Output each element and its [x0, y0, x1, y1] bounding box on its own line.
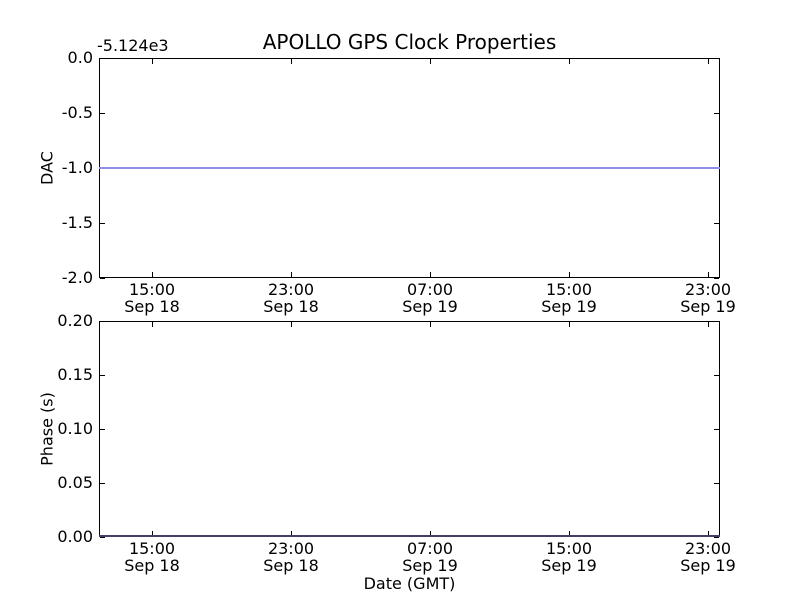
x-tick-label-date: Sep 18 [124, 297, 180, 316]
y-tick-mark [100, 113, 105, 114]
x-tick-label-date: Sep 19 [541, 556, 597, 575]
x-tick-label-date: Sep 18 [124, 556, 180, 575]
y-tick-label: 0.0 [67, 48, 93, 67]
x-tick-mark [569, 531, 570, 536]
x-tick-mark [708, 322, 709, 327]
x-tick-label-time: 23:00 [267, 280, 315, 299]
chart-title: APOLLO GPS Clock Properties [262, 30, 557, 54]
dac-series-line [99, 167, 720, 169]
y-tick-mark [100, 537, 105, 538]
y-tick-label: 0.00 [57, 527, 93, 546]
y-tick-label: -2.0 [61, 268, 93, 287]
x-tick-mark [152, 531, 153, 536]
y-tick-label: -1.5 [61, 213, 93, 232]
x-tick-mark [708, 59, 709, 64]
x-tick-mark [430, 272, 431, 277]
phase-plot-area [99, 321, 720, 537]
x-tick-mark [708, 272, 709, 277]
x-tick-label-date: Sep 19 [402, 297, 458, 316]
y-tick-mark [100, 429, 105, 430]
y-axis-offset-text: -5.124e3 [97, 36, 169, 55]
x-tick-label-date: Sep 19 [680, 556, 736, 575]
y-tick-mark [714, 483, 719, 484]
x-tick-label-time: 23:00 [267, 539, 315, 558]
y-tick-label: 0.20 [57, 311, 93, 330]
x-tick-mark [430, 322, 431, 327]
x-tick-mark [430, 531, 431, 536]
y-tick-mark [714, 537, 719, 538]
x-tick-label-time: 23:00 [684, 539, 732, 558]
y-tick-mark [100, 321, 105, 322]
x-tick-mark [569, 59, 570, 64]
x-tick-mark [291, 59, 292, 64]
y-tick-mark [714, 429, 719, 430]
x-tick-label-date: Sep 19 [402, 556, 458, 575]
x-tick-label-time: 07:00 [406, 280, 454, 299]
x-tick-label-time: 15:00 [128, 539, 176, 558]
y-tick-label: -1.0 [61, 158, 93, 177]
x-tick-label-time: 15:00 [545, 280, 593, 299]
y-tick-mark [100, 375, 105, 376]
y-tick-mark [714, 278, 719, 279]
x-tick-mark [430, 59, 431, 64]
x-tick-label-time: 15:00 [128, 280, 176, 299]
y-tick-mark [714, 223, 719, 224]
x-axis-label: Date (GMT) [363, 574, 456, 593]
y-tick-label: 0.15 [57, 365, 93, 384]
x-tick-label-date: Sep 19 [680, 297, 736, 316]
y-tick-label: 0.10 [57, 419, 93, 438]
y-tick-mark [714, 321, 719, 322]
x-tick-mark [708, 531, 709, 536]
y-tick-mark [714, 375, 719, 376]
y-tick-mark [100, 223, 105, 224]
y-tick-mark [714, 58, 719, 59]
x-tick-mark [152, 59, 153, 64]
y-tick-mark [100, 58, 105, 59]
x-tick-mark [291, 322, 292, 327]
x-tick-label-date: Sep 18 [263, 297, 319, 316]
x-tick-mark [291, 531, 292, 536]
x-tick-mark [569, 322, 570, 327]
phase-series-line [99, 535, 720, 537]
x-tick-label-time: 15:00 [545, 539, 593, 558]
x-tick-label-date: Sep 19 [541, 297, 597, 316]
x-tick-mark [152, 322, 153, 327]
x-tick-label-time: 07:00 [406, 539, 454, 558]
y-tick-mark [100, 483, 105, 484]
y-tick-mark [100, 278, 105, 279]
x-tick-mark [291, 272, 292, 277]
x-tick-mark [569, 272, 570, 277]
x-tick-mark [152, 272, 153, 277]
x-tick-label-date: Sep 18 [263, 556, 319, 575]
y-tick-label: -0.5 [61, 103, 93, 122]
y-tick-label: 0.05 [57, 473, 93, 492]
x-tick-label-time: 23:00 [684, 280, 732, 299]
y-tick-mark [714, 113, 719, 114]
